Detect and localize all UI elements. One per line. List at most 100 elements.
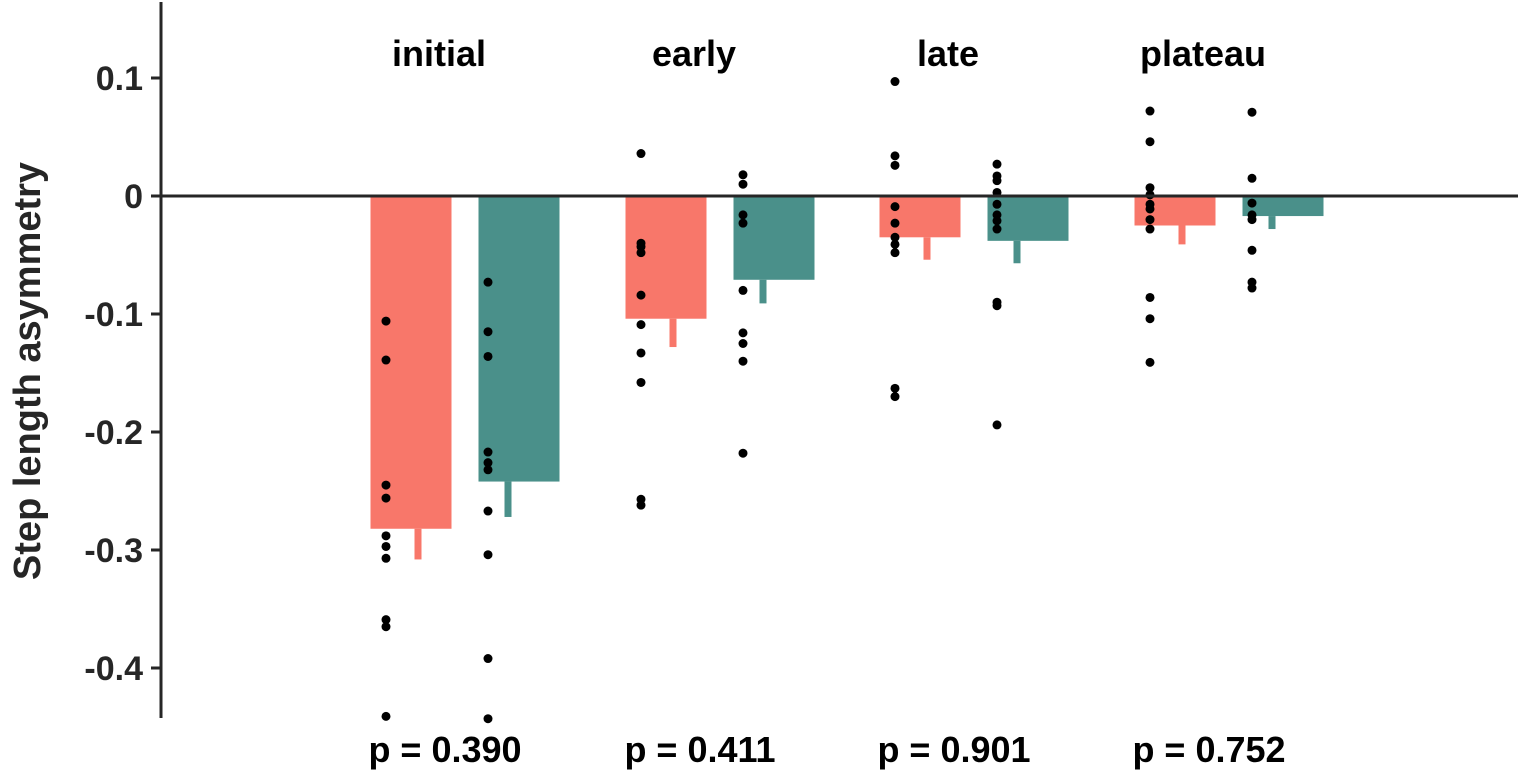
data-point [890,77,900,87]
data-point [636,320,646,330]
data-point [636,290,646,300]
data-point [1247,283,1257,293]
category-labels: initial early late plateau [392,33,1266,74]
data-point [483,506,493,516]
data-point [483,351,493,361]
p-value-label: p = 0.752 [1132,729,1285,770]
data-point [738,328,748,338]
data-point [1145,357,1155,367]
bars-layer [370,196,1324,560]
data-point [483,714,493,724]
data-point [636,377,646,387]
data-point [381,316,391,326]
data-point [483,465,493,475]
data-point [890,248,900,258]
p-value-label: p = 0.901 [877,729,1030,770]
data-point [1145,224,1155,234]
data-point [992,301,1002,311]
data-point [381,553,391,563]
bar-series-1-early [625,196,707,319]
error-bar-series-2-late [1013,240,1021,264]
data-point [992,199,1002,209]
data-point [483,458,493,468]
y-tick-label: -0.2 [84,414,143,452]
data-point [738,179,748,189]
data-point [1145,137,1155,147]
data-point [738,218,748,228]
data-point [890,160,900,170]
data-point [1247,107,1257,117]
data-point [636,348,646,358]
data-point [738,210,748,220]
data-point [992,176,1002,186]
data-point [1247,245,1257,255]
data-point [1247,173,1257,183]
data-point [483,277,493,287]
y-tick-label: -0.1 [84,296,143,334]
error-bar-series-2-plateau [1268,216,1276,230]
y-tick-label: -0.4 [84,650,143,688]
category-label-early: early [652,33,736,74]
data-point [1145,215,1155,225]
bar-series-1-late [879,196,961,238]
y-tick-label: -0.3 [84,532,143,570]
data-point [483,327,493,337]
data-point [1247,215,1257,225]
error-bar-series-2-initial [504,481,512,517]
data-point [1247,198,1257,208]
category-label-late: late [917,33,979,74]
data-point [483,447,493,457]
data-point [890,151,900,161]
data-point [483,654,493,664]
data-point [636,500,646,510]
p-value-label: p = 0.411 [624,729,775,770]
data-point [738,448,748,458]
data-point [636,149,646,159]
error-bar-series-2-early [759,279,767,304]
y-tick-label: 0 [124,178,143,216]
data-point [890,202,900,212]
data-point [381,480,391,490]
error-bar-series-1-plateau [1178,225,1186,245]
data-point [1145,292,1155,302]
data-point [738,339,748,348]
data-point [738,356,748,366]
data-point [381,493,391,503]
error-bar-series-1-early [669,318,677,348]
y-tick-label: 0.1 [96,60,143,98]
data-point [381,615,391,625]
data-point [381,622,391,632]
data-point [1145,314,1155,324]
error-bar-series-1-late [923,237,931,260]
data-point [992,224,1002,234]
data-point [1145,183,1155,193]
p-value-labels: p = 0.390 p = 0.411 p = 0.901 p = 0.752 [368,729,1285,770]
y-axis-label: Step length asymmetry [7,162,49,580]
data-point [636,248,646,258]
data-point [381,711,391,721]
error-bar-series-1-initial [414,528,422,560]
points-layer [381,77,1257,724]
bar-series-2-initial [478,196,560,482]
data-point [381,355,391,365]
data-point [992,159,1002,169]
data-point [738,170,748,180]
category-label-plateau: plateau [1140,33,1266,74]
p-value-label: p = 0.390 [368,729,521,770]
bar-series-2-plateau [1242,196,1324,217]
data-point [890,383,900,393]
data-point [738,285,748,295]
data-point [1145,106,1155,116]
data-point [890,218,900,228]
data-point [890,239,900,249]
data-point [890,232,900,242]
data-point [483,550,493,560]
data-point [992,420,1002,430]
data-point [381,541,391,551]
category-label-initial: initial [392,33,486,74]
data-point [1145,204,1155,214]
y-ticks: 0.1 0 -0.1 -0.2 -0.3 -0.4 [84,60,161,688]
data-point [890,392,900,402]
data-point [381,531,391,541]
